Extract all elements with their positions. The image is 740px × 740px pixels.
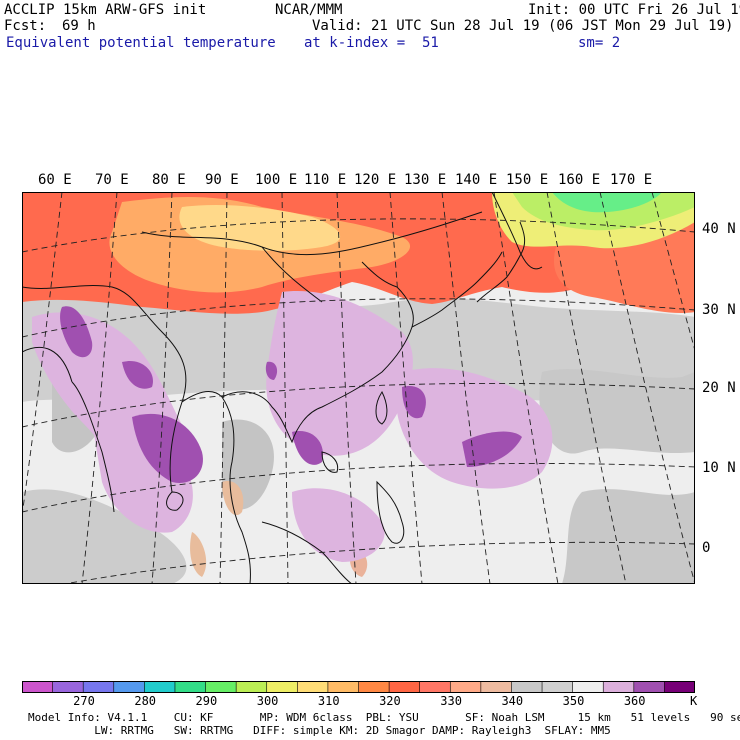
longitude-label: 160 E: [558, 172, 601, 188]
forecast-label: Fcst:: [4, 18, 47, 34]
tan-patch: [190, 532, 207, 577]
vertical-level: at k-index = 51: [304, 35, 439, 51]
colorbar-cell: [205, 681, 237, 693]
model-info-line2: LW: RRTMG SW: RRTMG DIFF: simple KM: 2D …: [28, 724, 611, 737]
yellow-band: [179, 205, 341, 251]
colorbar-tick-label: 270: [73, 694, 95, 708]
colorbar-cell: [633, 681, 666, 693]
colorbar-cell: [327, 681, 360, 693]
tan-patch: [222, 481, 244, 516]
colorbar-cell: [144, 681, 176, 693]
purple-core: [462, 431, 522, 467]
longitude-label: 170 E: [610, 172, 653, 188]
lavender-area: [292, 488, 385, 562]
colorbar-tick-label: 300: [256, 694, 279, 708]
cool-pool: [552, 192, 662, 213]
longitude-label: 70 E: [95, 172, 129, 188]
colorbar-cell: [511, 681, 543, 693]
colorbar-tick-label: 320: [379, 694, 401, 708]
model-info-line1: Model Info: V4.1.1 CU: KF MP: WDM 6class…: [28, 711, 740, 724]
longitude-label: 60 E: [38, 172, 72, 188]
colorbar-cell: [266, 681, 299, 693]
latitude-label: 30 N: [702, 302, 736, 318]
purple-core: [122, 361, 153, 389]
longitude-label: 80 E: [152, 172, 186, 188]
latitude-label: 40 N: [702, 221, 736, 237]
longitude-label: 140 E: [455, 172, 498, 188]
longitude-label: 90 E: [205, 172, 239, 188]
latitude-label: 10 N: [702, 460, 736, 476]
colorbar-cell: [235, 681, 268, 693]
colorbar-tick-label: 360: [623, 694, 646, 708]
init-time: Init: 00 UTC Fri 26 Jul 19: [528, 2, 740, 18]
colorbar-cell: [419, 681, 452, 693]
purple-core: [292, 431, 323, 465]
colorbar-cell: [449, 681, 482, 693]
longitude-label: 110 E: [304, 172, 347, 188]
valid-time: Valid: 21 UTC Sun 28 Jul 19 (06 JST Mon …: [312, 18, 734, 34]
colorbar-cell: [388, 681, 421, 693]
colorbar-cell: [664, 681, 695, 693]
purple-core: [402, 386, 426, 419]
longitude-label: 130 E: [404, 172, 447, 188]
coastlines: [22, 192, 543, 584]
colorbar-cell: [358, 681, 390, 693]
purple-core: [132, 413, 203, 483]
colorbar-cell: [297, 681, 329, 693]
colorbar-cell: [174, 681, 207, 693]
longitude-label: 120 E: [354, 172, 397, 188]
forecast-hour: 69 h: [62, 18, 96, 34]
smoothing: sm= 2: [578, 35, 621, 51]
longitude-label: 150 E: [506, 172, 549, 188]
colorbar-cell: [480, 681, 513, 693]
colorbar-tick-label: 280: [134, 694, 157, 708]
colorbar-tick-label: 340: [501, 694, 524, 708]
latitude-label: 20 N: [702, 380, 736, 396]
colorbar-cell: [602, 681, 635, 693]
colorbar-cell: [82, 681, 115, 693]
colorbar-cell: [52, 681, 84, 693]
colorbar-cell: [572, 681, 605, 693]
map-frame: [22, 192, 695, 584]
colorbar-tick-label: 330: [440, 694, 462, 708]
colorbar: [22, 681, 695, 693]
colorbar-tick-label: 290: [195, 694, 218, 708]
colorbar-cell: [113, 681, 146, 693]
theta-e-map: [22, 192, 695, 584]
gray-blob: [539, 369, 695, 454]
colorbar-cell: [22, 681, 54, 693]
purple-core: [265, 361, 278, 380]
lavender-area: [397, 368, 553, 489]
latitude-label: 0: [702, 540, 711, 556]
purple-core: [60, 306, 93, 358]
colorbar-tick-label: 350: [562, 694, 585, 708]
gray-blob: [562, 489, 695, 584]
longitude-label: 100 E: [255, 172, 298, 188]
gray-blob: [22, 489, 187, 584]
colorbar-cell: [541, 681, 574, 693]
organization: NCAR/MMM: [275, 2, 343, 18]
colorbar-unit: K: [690, 694, 698, 708]
field-name: Equivalent potential temperature: [6, 35, 276, 51]
graticule: [22, 192, 695, 584]
colorbar-tick-label: 310: [317, 694, 340, 708]
model-title: ACCLIP 15km ARW-GFS init: [4, 2, 207, 18]
